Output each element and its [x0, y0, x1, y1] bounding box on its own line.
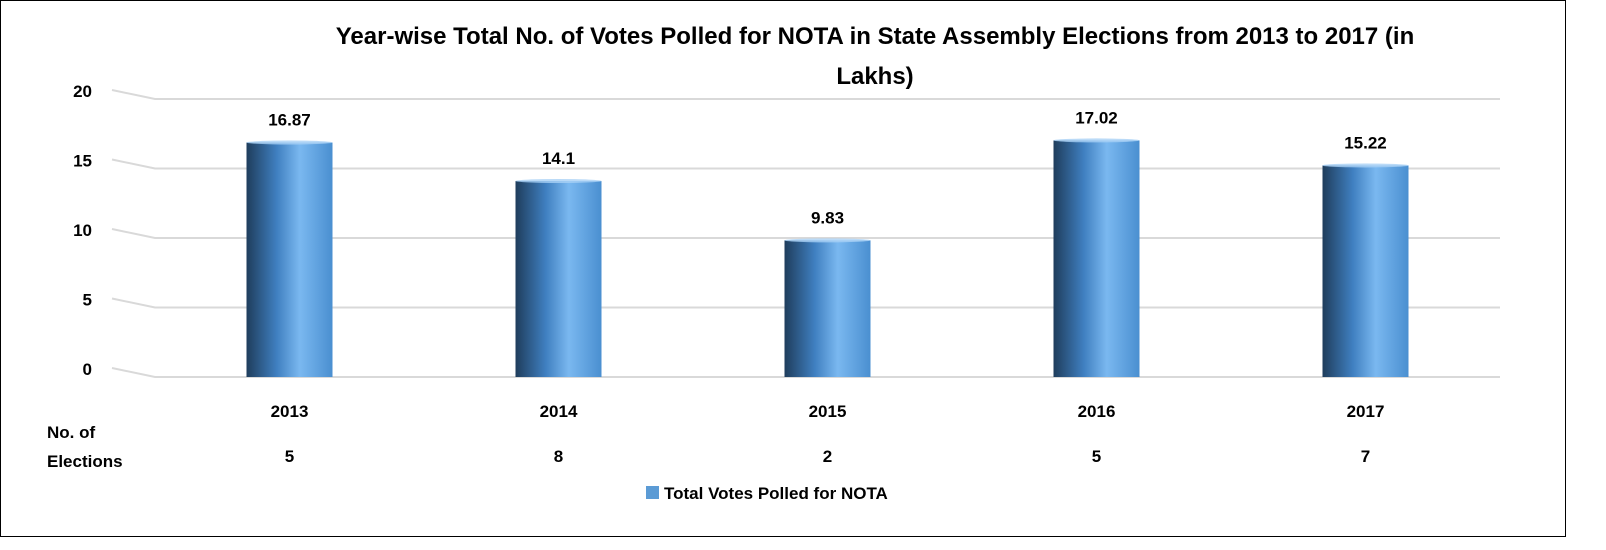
bar	[246, 142, 333, 377]
gridline	[111, 158, 1500, 170]
elections-count: 5	[285, 447, 294, 466]
gridline	[111, 89, 1500, 100]
data-label: 15.22	[1344, 133, 1387, 152]
bars	[246, 138, 1409, 377]
y-tick-label: 5	[83, 291, 92, 310]
table-row-label-line-1: No. of	[47, 423, 95, 442]
elections-count: 2	[823, 447, 832, 466]
y-tick-label: 20	[73, 82, 92, 101]
y-tick-label: 0	[83, 360, 92, 379]
elections-count: 5	[1092, 447, 1101, 466]
gridline	[111, 367, 1500, 378]
legend: Total Votes Polled for NOTA	[646, 484, 888, 503]
table-row-label-line-2: Elections	[47, 452, 123, 471]
chart-title-line-2: Lakhs)	[836, 63, 913, 90]
legend-swatch	[646, 486, 659, 499]
gridlines	[111, 89, 1500, 378]
elections-count-values: 5 8 2 5 7	[285, 447, 1370, 466]
data-label: 17.02	[1075, 108, 1118, 127]
bar-top-cap	[515, 179, 602, 184]
bar-top-cap	[784, 238, 871, 243]
data-label: 9.83	[811, 208, 844, 227]
bar	[1053, 140, 1140, 377]
data-label: 16.87	[268, 111, 311, 130]
gridline	[111, 297, 1500, 309]
gridline	[111, 228, 1500, 239]
chart-title-line-1: Year-wise Total No. of Votes Polled for …	[336, 23, 1415, 50]
x-tick-label: 2016	[1078, 402, 1116, 421]
x-tick-label: 2014	[540, 402, 578, 421]
y-tick-label: 10	[73, 221, 92, 240]
data-labels: 16.87 14.1 9.83 17.02 15.22	[268, 108, 1387, 227]
y-tick-label: 15	[73, 152, 92, 171]
data-label: 14.1	[542, 149, 575, 168]
x-axis-labels: 2013 2014 2015 2016 2017	[271, 402, 1385, 421]
elections-count: 8	[554, 447, 563, 466]
legend-label: Total Votes Polled for NOTA	[664, 484, 888, 503]
x-tick-label: 2013	[271, 402, 309, 421]
bar	[1322, 165, 1409, 377]
x-tick-label: 2015	[809, 402, 847, 421]
x-tick-label: 2017	[1347, 402, 1385, 421]
bar	[784, 240, 871, 377]
y-axis-ticks: 0 5 10 15 20	[73, 82, 92, 379]
bar-top-cap	[246, 140, 333, 145]
bar-top-cap	[1322, 163, 1409, 168]
elections-count: 7	[1361, 447, 1370, 466]
bar-top-cap	[1053, 138, 1140, 143]
bar	[515, 181, 602, 377]
